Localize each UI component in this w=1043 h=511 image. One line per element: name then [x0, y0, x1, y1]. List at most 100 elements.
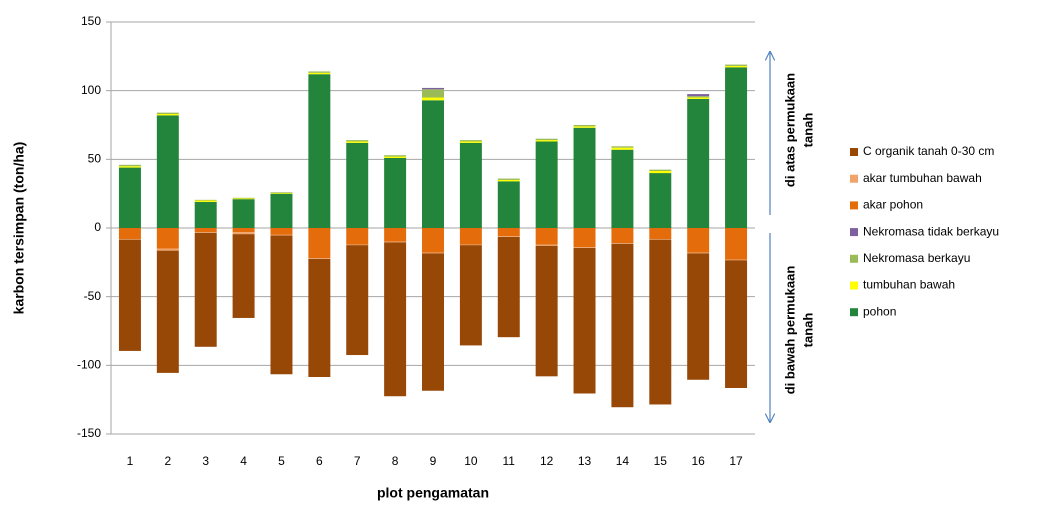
bar-segment	[232, 198, 255, 200]
annotation: tanah	[800, 313, 815, 348]
bar-segment	[459, 140, 482, 142]
bar-segment	[422, 100, 444, 228]
bar-segment	[649, 228, 672, 239]
bar-segment	[611, 147, 634, 150]
bar-segment	[725, 65, 748, 68]
legend-label: akar pohon	[863, 198, 923, 212]
legend-swatch	[850, 148, 858, 156]
bar-segment	[194, 200, 217, 202]
bar-segment	[308, 258, 331, 259]
bar-segment	[118, 239, 141, 351]
annotation: di atas permukaan	[782, 73, 797, 187]
legend-swatch	[850, 228, 858, 237]
legend-label: Nekromasa tidak berkayu	[863, 224, 999, 238]
bar-segment	[497, 181, 520, 228]
bar-segment	[232, 232, 255, 235]
x-tick-label: 9	[430, 454, 437, 468]
bar-segment	[156, 228, 179, 249]
legend-swatch	[850, 201, 858, 210]
x-tick-label: 17	[729, 454, 743, 468]
bar-segment	[687, 253, 710, 380]
bar-segment	[232, 197, 255, 199]
bar-segment	[497, 228, 520, 237]
bar-segment	[422, 252, 444, 254]
bar-segment	[497, 179, 520, 182]
bar-segment	[422, 253, 444, 391]
bar-segment	[687, 96, 710, 98]
bar-segment	[384, 228, 407, 242]
bar-segment	[573, 228, 596, 248]
legend-swatch	[850, 174, 858, 183]
y-tick-label: -50	[84, 289, 102, 303]
bar-segment	[270, 192, 293, 194]
x-tick-label: 3	[202, 454, 209, 468]
bar-segment	[422, 228, 444, 253]
bar-segment	[118, 166, 141, 168]
bar-segment	[535, 244, 558, 246]
bar-segment	[422, 89, 444, 98]
bar-segment	[308, 71, 331, 73]
bar-segment	[573, 247, 596, 394]
bar-segment	[118, 164, 141, 167]
bar-segment	[535, 141, 558, 228]
bar-segment	[270, 192, 293, 193]
bar-segment	[194, 199, 217, 201]
bar-segment	[725, 64, 748, 66]
x-tick-label: 16	[691, 454, 705, 468]
bar-segment	[194, 232, 217, 233]
legend-label: tumbuhan bawah	[863, 278, 955, 292]
bar-segment	[459, 245, 482, 346]
bar-segment	[422, 87, 444, 90]
bar-segment	[232, 228, 255, 233]
y-tick-label: 50	[88, 152, 102, 166]
x-tick-label: 2	[164, 454, 171, 468]
legend-swatch	[850, 308, 858, 317]
legend-swatch	[850, 281, 858, 290]
bar-segment	[687, 252, 710, 254]
y-axis-title: karbon tersimpan (ton/ha)	[11, 142, 27, 315]
bar-segment	[156, 115, 179, 228]
bar-segment	[232, 199, 255, 228]
bar-segment	[308, 228, 331, 259]
bar-segment	[156, 250, 179, 373]
bar-segment	[573, 247, 596, 248]
bar-segment	[346, 141, 369, 143]
bar-segment	[725, 67, 748, 228]
x-tick-label: 15	[654, 454, 668, 468]
bar-segment	[156, 112, 179, 115]
x-tick-label: 6	[316, 454, 323, 468]
bar-segment	[611, 243, 634, 244]
x-tick-label: 12	[540, 454, 554, 468]
bar-segment	[611, 146, 634, 148]
bar-segment	[649, 239, 672, 405]
legend-label: akar tumbuhan bawah	[863, 171, 982, 185]
bar-segment	[611, 228, 634, 244]
bar-segment	[270, 228, 293, 235]
x-tick-label: 14	[616, 454, 630, 468]
bar-segment	[384, 155, 407, 157]
bar-segment	[194, 232, 217, 347]
bar-segment	[422, 97, 444, 101]
bar-segment	[535, 140, 558, 142]
bar-segment	[346, 228, 369, 245]
bar-segment	[687, 228, 710, 253]
bar-segment	[687, 97, 710, 99]
bar-segment	[687, 98, 710, 228]
bar-segment	[270, 193, 293, 228]
legend-swatch	[850, 254, 858, 263]
y-tick-label: -100	[77, 358, 101, 372]
bar-segment	[346, 244, 369, 246]
bar-segment	[725, 259, 748, 261]
legend-label: Nekromasa berkayu	[863, 251, 970, 265]
bar-segment	[573, 127, 596, 228]
bar-segment	[384, 242, 407, 397]
legend-label: C organik tanah 0-30 cm	[863, 144, 994, 158]
bar-segment	[270, 234, 293, 236]
bar-segment	[687, 94, 710, 97]
bar-segment	[194, 228, 217, 233]
bar-segment	[118, 228, 141, 239]
bar-segment	[346, 142, 369, 228]
x-tick-label: 7	[354, 454, 361, 468]
bar-segment	[649, 171, 672, 174]
